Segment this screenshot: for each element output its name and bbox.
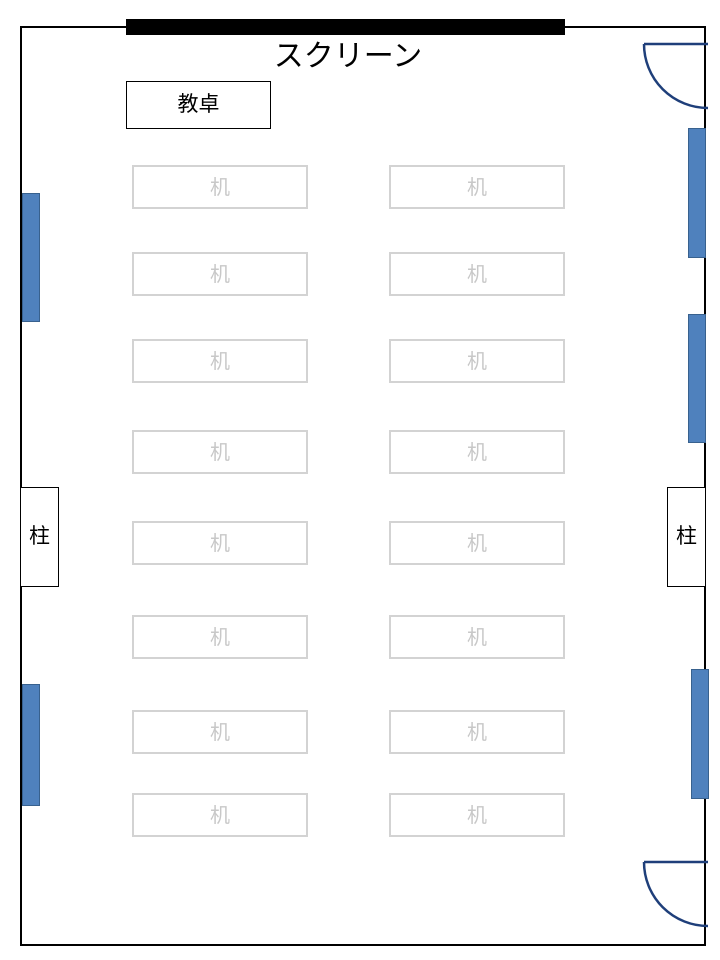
- desk: 机: [132, 615, 308, 659]
- desk: 机: [389, 252, 565, 296]
- window-right-3: [691, 669, 709, 799]
- room-outline: [20, 26, 706, 946]
- desk: 机: [389, 430, 565, 474]
- screen-bar: [126, 19, 565, 35]
- desk: 机: [132, 165, 308, 209]
- desk: 机: [389, 793, 565, 837]
- screen-label: スクリーン: [273, 39, 423, 74]
- desk: 机: [132, 430, 308, 474]
- desk: 机: [132, 339, 308, 383]
- door-lower-right: [642, 860, 709, 928]
- window-left-lower: [22, 684, 40, 806]
- desk: 机: [132, 710, 308, 754]
- desk: 机: [389, 615, 565, 659]
- window-right-1: [688, 128, 706, 258]
- teacher-desk: 教卓: [126, 81, 271, 129]
- pillar-right: 柱: [667, 487, 706, 587]
- desk: 机: [132, 252, 308, 296]
- desk: 机: [389, 521, 565, 565]
- desk: 机: [389, 339, 565, 383]
- window-right-2: [688, 314, 706, 443]
- desk: 机: [132, 521, 308, 565]
- window-left-upper: [22, 193, 40, 322]
- door-upper-right: [642, 42, 709, 110]
- desk: 机: [389, 165, 565, 209]
- desk: 机: [132, 793, 308, 837]
- pillar-left: 柱: [20, 487, 59, 587]
- desk: 机: [389, 710, 565, 754]
